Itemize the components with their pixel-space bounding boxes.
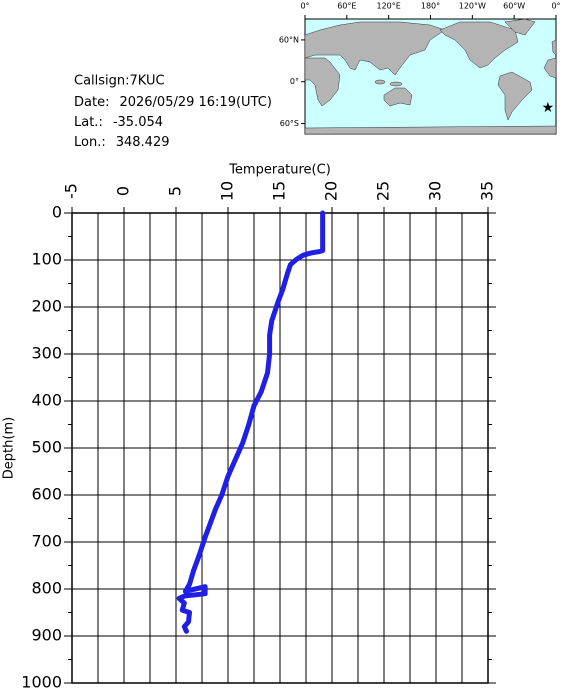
x-tick-label: 35: [478, 181, 497, 201]
lon-label: Lon.:: [74, 135, 106, 150]
station-marker: ★: [542, 100, 555, 116]
map-lon-label: 120°E: [377, 2, 401, 11]
x-tick-label: 0: [114, 186, 133, 196]
y-tick-label: 1000: [21, 673, 62, 690]
y-tick-label: 200: [31, 297, 62, 316]
island: [389, 81, 403, 87]
greenland: [504, 18, 536, 36]
callsign: Callsign:7KUC: [74, 74, 165, 89]
lat-label: Lat.:: [74, 115, 103, 130]
y-tick-label: 900: [31, 626, 62, 645]
x-tick-label: 5: [166, 186, 185, 196]
x-tick-label: 30: [426, 181, 445, 201]
island: [374, 79, 386, 85]
y-tick-label: 800: [31, 579, 62, 598]
x-tick-label: 25: [374, 181, 393, 201]
x-tick-label: 15: [270, 181, 289, 201]
lon-value: 348.429: [116, 135, 170, 150]
world-map: 0° 60°E 120°E 180° 120°W 60°W 0° 60°N 0° 60°S ★: [279, 2, 561, 135]
y-tick-label: 700: [31, 532, 62, 551]
y-tick-label: 500: [31, 438, 62, 457]
x-axis-title: Temperature(C): [228, 163, 331, 178]
x-tick-label: -5: [62, 183, 81, 199]
y-tick-label: 600: [31, 485, 62, 504]
antarctica: [304, 125, 557, 135]
map-lon-label: 0°: [551, 2, 560, 11]
land: [304, 18, 557, 135]
y-axis-title: Depth(m): [2, 417, 17, 479]
station-info: Callsign:7KUC Date: 2026/05/29 16:19(UTC)…: [74, 74, 272, 150]
y-tick-label: 400: [31, 391, 62, 410]
map-lon-label: 60°W: [503, 2, 525, 11]
map-lon-label: 60°E: [337, 2, 356, 11]
map-lat-label: 60°N: [279, 35, 299, 44]
lat-value: -35.054: [113, 115, 163, 130]
longitude: Lon.: 348.429: [74, 135, 170, 150]
latitude: Lat.: -35.054: [74, 115, 163, 130]
date-label: Date:: [74, 95, 109, 110]
west-africa: [543, 57, 557, 79]
y-tick-label: 0: [52, 203, 62, 222]
south-america: [497, 71, 533, 121]
x-tick-label: 20: [322, 181, 341, 201]
y-tick-label: 100: [31, 250, 62, 269]
map-lon-label: 180°: [421, 2, 440, 11]
north-america: [439, 21, 519, 69]
west-europe: [551, 39, 557, 56]
map-lat-label: 60°S: [280, 119, 299, 128]
temperature-profile: [176, 210, 326, 634]
map-lat-label: 0°: [290, 77, 299, 86]
x-tick-label: 10: [218, 181, 237, 201]
date: Date: 2026/05/29 16:19(UTC): [74, 95, 272, 110]
y-tick-label: 300: [31, 344, 62, 363]
africa: [304, 57, 341, 107]
eurasia: [304, 21, 446, 76]
map-lon-label: 0°: [300, 2, 309, 11]
australia: [383, 87, 413, 107]
date-value: 2026/05/29 16:19(UTC): [119, 95, 271, 110]
map-lon-label: 120°W: [459, 2, 486, 11]
